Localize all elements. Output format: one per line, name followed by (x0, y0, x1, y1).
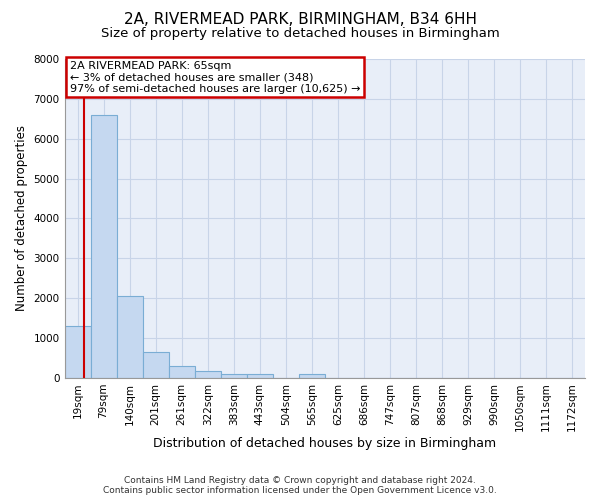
Bar (299, 374, 325, 378)
Bar (194, 372, 221, 378)
Bar (143, 352, 169, 378)
Bar (169, 366, 194, 378)
Text: Size of property relative to detached houses in Birmingham: Size of property relative to detached ho… (101, 28, 499, 40)
Bar (116, 296, 143, 378)
Bar (221, 374, 247, 378)
Y-axis label: Number of detached properties: Number of detached properties (15, 126, 28, 312)
Text: 2A RIVERMEAD PARK: 65sqm
← 3% of detached houses are smaller (348)
97% of semi-d: 2A RIVERMEAD PARK: 65sqm ← 3% of detache… (70, 60, 360, 94)
X-axis label: Distribution of detached houses by size in Birmingham: Distribution of detached houses by size … (153, 437, 496, 450)
Bar (91, 115, 116, 378)
Bar (247, 374, 273, 378)
Bar (65, 326, 91, 378)
Text: Contains HM Land Registry data © Crown copyright and database right 2024.
Contai: Contains HM Land Registry data © Crown c… (103, 476, 497, 495)
Text: 2A, RIVERMEAD PARK, BIRMINGHAM, B34 6HH: 2A, RIVERMEAD PARK, BIRMINGHAM, B34 6HH (124, 12, 476, 28)
